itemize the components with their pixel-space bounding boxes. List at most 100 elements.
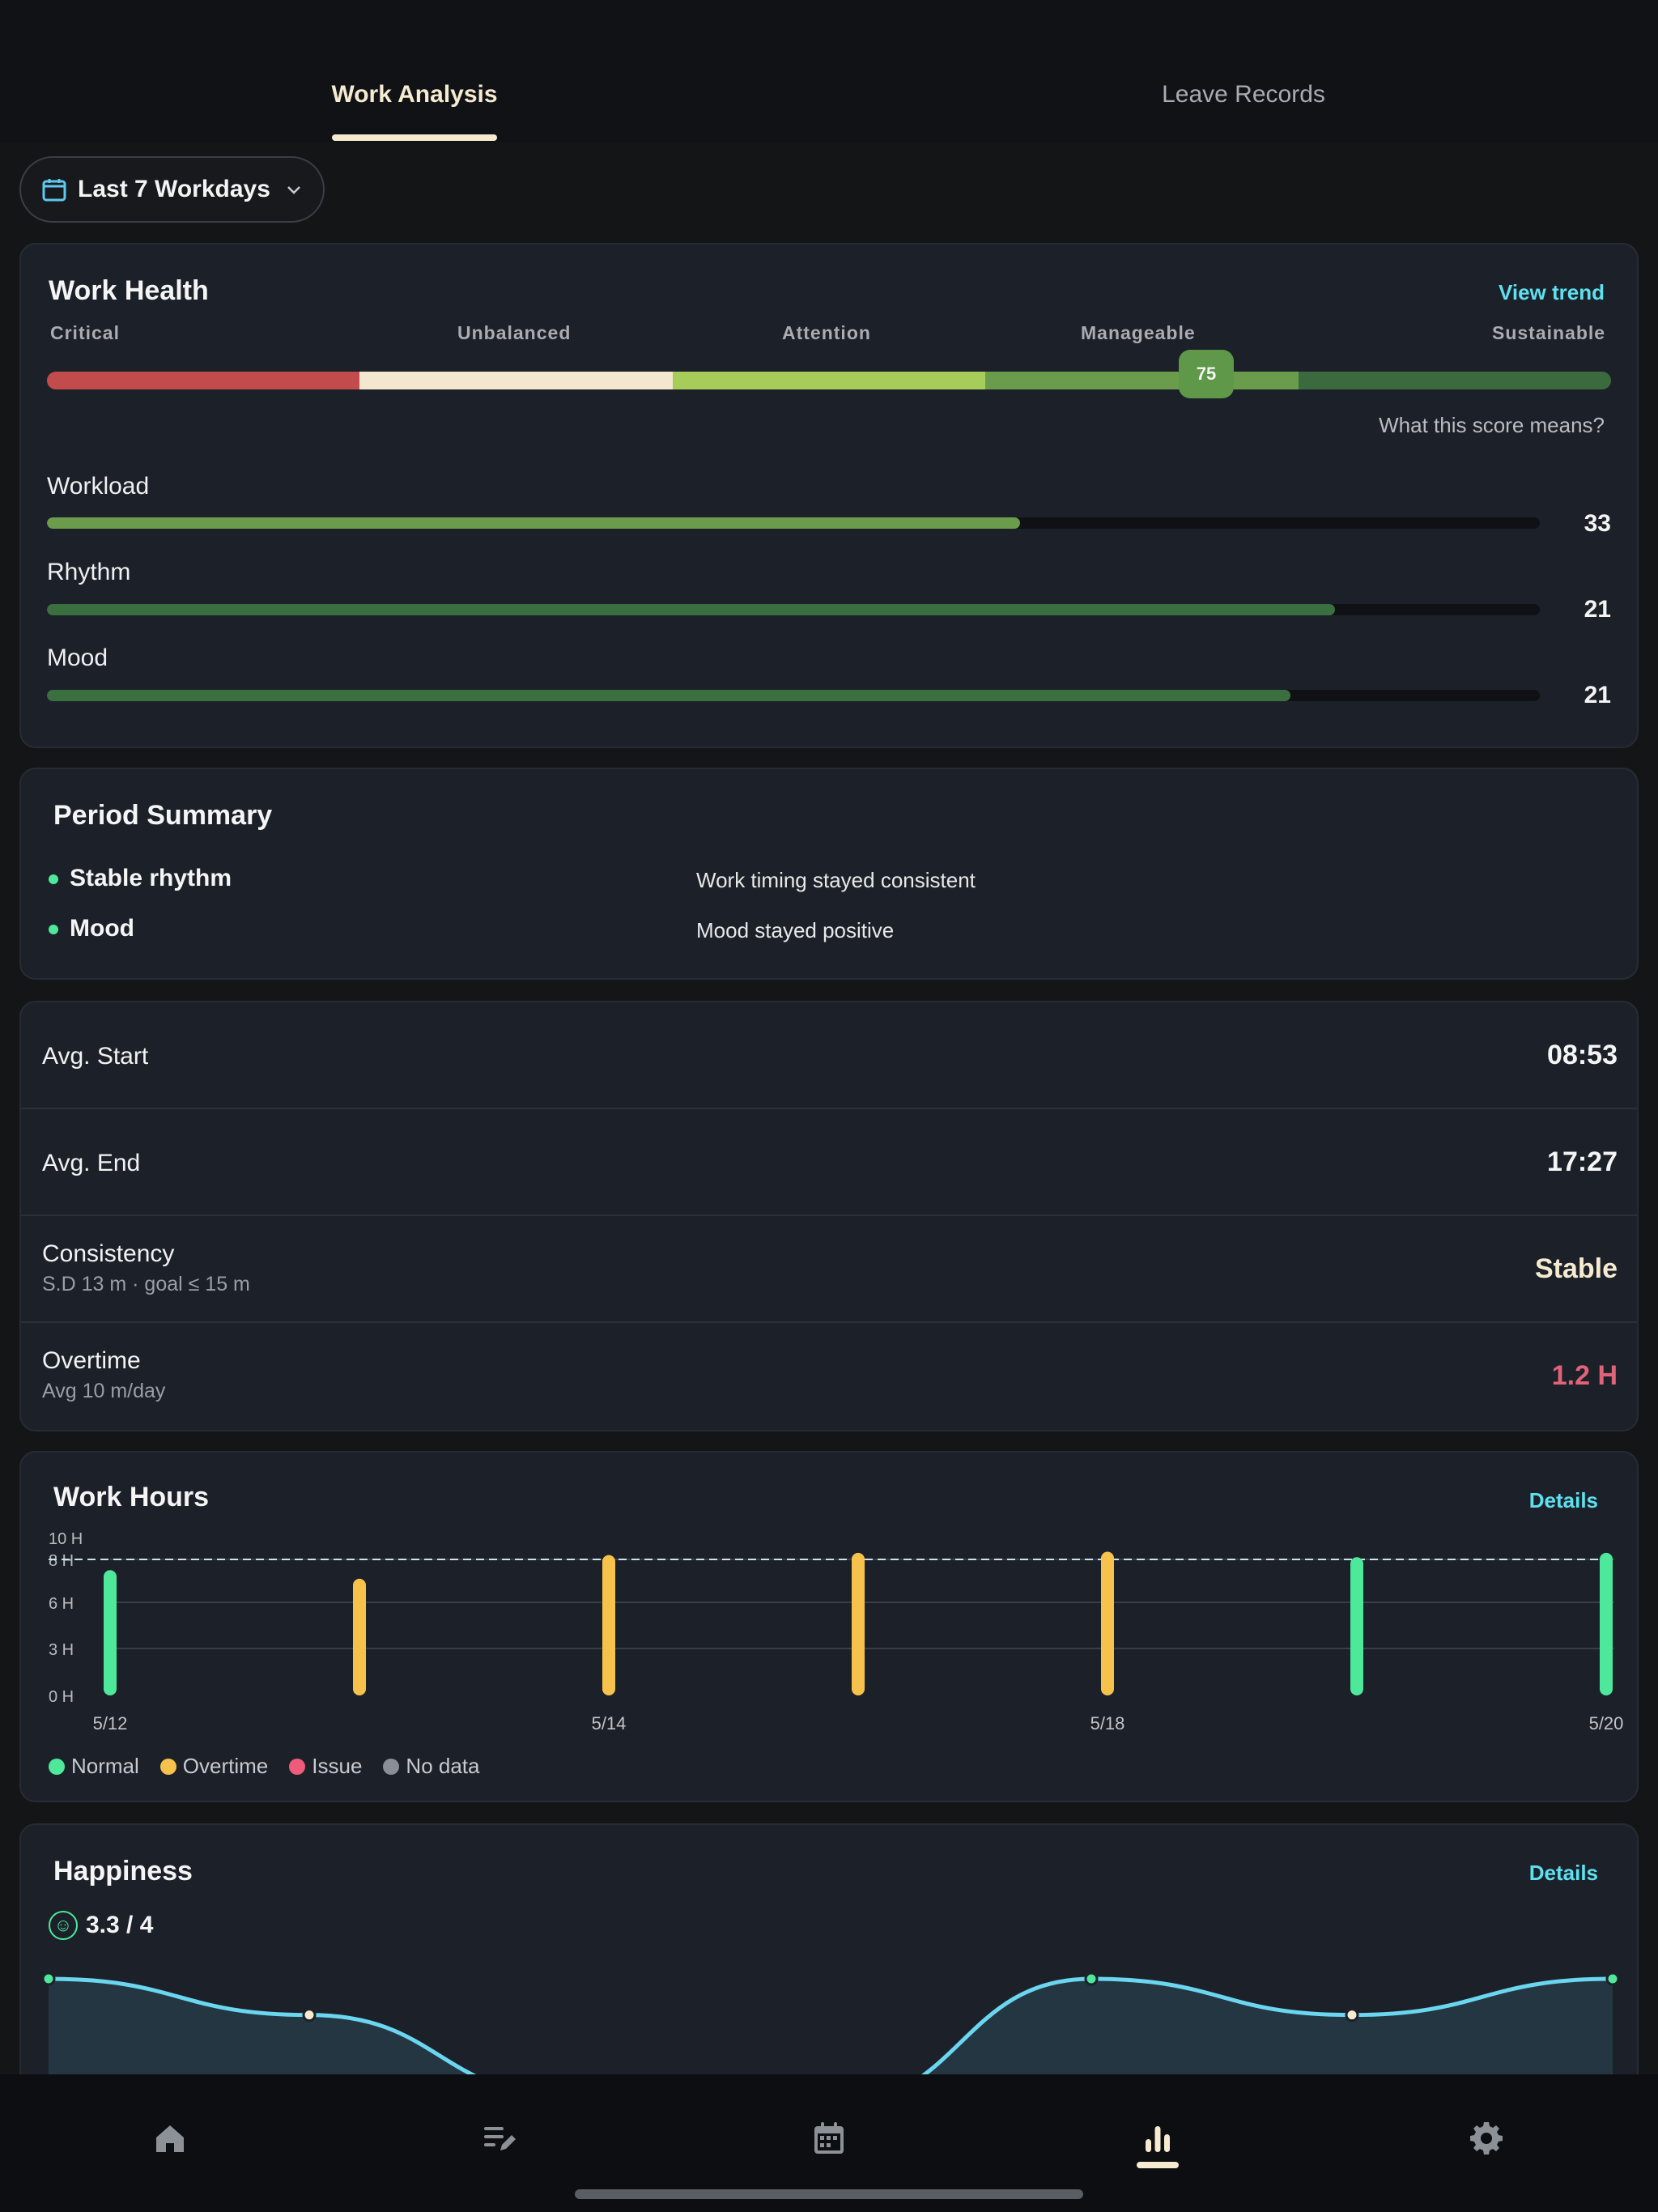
calendar-icon[interactable] bbox=[810, 2120, 848, 2157]
stat-value: 08:53 bbox=[1547, 1040, 1618, 1070]
period-filter-dropdown[interactable]: Last 7 Workdays bbox=[19, 156, 325, 223]
x-tick-label: 5/18 bbox=[1090, 1713, 1125, 1733]
tab-leave-records[interactable]: Leave Records bbox=[1162, 81, 1325, 108]
metric-rhythm-fill bbox=[47, 604, 1336, 615]
work-hours-chart: 0 H 3 H 6 H 8 H 10 H 5/12 5/14 5/18 5/20 bbox=[49, 1530, 1624, 1733]
work-hours-legend: Normal Overtime Issue No data bbox=[49, 1754, 488, 1779]
legend-overtime: Overtime bbox=[159, 1754, 269, 1779]
work-health-card: Work Health View trend bbox=[19, 243, 1639, 748]
hours-bar bbox=[1600, 1552, 1613, 1695]
hours-bar bbox=[852, 1552, 865, 1695]
stat-row-overtime: Overtime Avg 10 m/day 1.2 H bbox=[21, 1323, 1637, 1430]
x-tick-label: 5/12 bbox=[93, 1713, 128, 1733]
edit-list-icon[interactable] bbox=[481, 2120, 518, 2157]
happiness-title: Happiness bbox=[53, 1856, 193, 1887]
metric-rhythm-value: 21 bbox=[1584, 596, 1611, 623]
bottom-navigation bbox=[0, 2074, 1658, 2212]
metric-workload-fill bbox=[47, 517, 1021, 529]
metric-rhythm-label: Rhythm bbox=[47, 559, 131, 585]
gear-icon[interactable] bbox=[1468, 2120, 1505, 2157]
legend-label: Issue bbox=[312, 1754, 363, 1778]
stat-row-avg-start: Avg. Start 08:53 bbox=[21, 1002, 1637, 1109]
metric-mood-track bbox=[47, 690, 1540, 701]
happiness-point bbox=[1605, 1972, 1620, 1986]
health-score-scale bbox=[47, 372, 1611, 389]
scale-label-sustainable: Sustainable bbox=[1492, 322, 1606, 343]
happiness-details-link[interactable]: Details bbox=[1528, 1861, 1598, 1885]
y-tick-label: 3 H bbox=[49, 1641, 74, 1659]
legend-dot bbox=[49, 1758, 65, 1775]
hours-bar bbox=[353, 1578, 366, 1695]
happiness-point bbox=[302, 2008, 317, 2023]
legend-no-data: No data bbox=[383, 1754, 480, 1779]
home-icon[interactable] bbox=[151, 2120, 189, 2157]
metric-mood-value: 21 bbox=[1584, 682, 1611, 708]
period-summary-card: Period Summary Stable rhythm Work timing… bbox=[19, 768, 1639, 980]
scale-segment-attention bbox=[672, 372, 986, 389]
stat-value: Stable bbox=[1534, 1253, 1618, 1284]
metric-rhythm-track bbox=[47, 604, 1540, 615]
scale-segment-critical bbox=[47, 372, 360, 389]
hours-bar bbox=[1350, 1557, 1363, 1695]
stats-list-card: Avg. Start 08:53 Avg. End 17:27 Consiste… bbox=[19, 1001, 1639, 1431]
chevron-down-icon bbox=[287, 186, 300, 194]
bar-chart-icon[interactable] bbox=[1139, 2120, 1176, 2157]
scale-label-manageable: Manageable bbox=[1081, 322, 1196, 343]
happiness-point bbox=[1345, 2008, 1359, 2023]
scale-label-unbalanced: Unbalanced bbox=[457, 322, 572, 343]
scale-label-critical: Critical bbox=[50, 322, 120, 343]
hours-bar bbox=[1101, 1551, 1114, 1695]
summary-bullet bbox=[49, 925, 58, 934]
scale-segment-unbalanced bbox=[359, 372, 673, 389]
stat-subtitle: Avg 10 m/day bbox=[42, 1380, 166, 1402]
top-tab-bar: Work Analysis Leave Records bbox=[0, 0, 1658, 143]
legend-label: Normal bbox=[71, 1754, 139, 1778]
happiness-point bbox=[1084, 1972, 1099, 1986]
calendar-icon bbox=[42, 179, 66, 202]
scale-label-attention: Attention bbox=[782, 322, 871, 343]
period-filter-label: Last 7 Workdays bbox=[78, 176, 270, 202]
tab-work-analysis[interactable]: Work Analysis bbox=[331, 81, 498, 108]
period-summary-title: Period Summary bbox=[53, 800, 273, 831]
stat-name: Consistency bbox=[42, 1240, 175, 1267]
view-trend-link[interactable]: View trend bbox=[1498, 280, 1605, 304]
work-hours-details-link[interactable]: Details bbox=[1528, 1488, 1598, 1512]
legend-issue: Issue bbox=[289, 1754, 362, 1779]
metric-mood-label: Mood bbox=[47, 644, 108, 671]
metric-workload-label: Workload bbox=[47, 473, 150, 500]
legend-dot bbox=[159, 1758, 176, 1775]
x-tick-label: 5/14 bbox=[592, 1713, 627, 1733]
summary-value-mood: Mood stayed positive bbox=[696, 918, 895, 942]
legend-dot bbox=[383, 1758, 400, 1775]
summary-key-stable-rhythm: Stable rhythm bbox=[70, 865, 232, 891]
active-tab-indicator bbox=[332, 134, 497, 141]
smile-icon: ☺ bbox=[49, 1911, 78, 1940]
y-tick-label: 8 H bbox=[49, 1552, 74, 1570]
hours-bar bbox=[104, 1570, 117, 1695]
work-hours-title: Work Hours bbox=[53, 1482, 210, 1512]
legend-normal: Normal bbox=[49, 1754, 139, 1779]
stat-row-avg-end: Avg. End 17:27 bbox=[21, 1109, 1637, 1216]
work-hours-card: Work Hours Details 0 H 3 H 6 H 8 H 10 H 5/12 5… bbox=[19, 1451, 1639, 1802]
x-tick-label: 5/20 bbox=[1589, 1713, 1624, 1733]
y-tick-label: 10 H bbox=[49, 1530, 83, 1548]
happiness-point bbox=[41, 1972, 56, 1986]
metric-workload-value: 33 bbox=[1584, 510, 1611, 537]
y-tick-label: 0 H bbox=[49, 1688, 74, 1706]
summary-bullet bbox=[49, 874, 58, 884]
stat-name: Avg. End bbox=[42, 1150, 141, 1176]
active-nav-indicator bbox=[1137, 2162, 1179, 2168]
hours-bar bbox=[602, 1555, 615, 1695]
scale-segment-sustainable bbox=[1298, 372, 1611, 389]
legend-label: No data bbox=[406, 1754, 480, 1778]
happiness-score: ☺ 3.3 / 4 bbox=[49, 1911, 153, 1940]
health-score-badge: 75 bbox=[1179, 350, 1234, 398]
legend-label: Overtime bbox=[182, 1754, 269, 1778]
work-health-title: Work Health bbox=[49, 275, 209, 306]
stat-name: Overtime bbox=[42, 1347, 141, 1374]
metric-workload-track bbox=[47, 517, 1540, 529]
stat-value: 17:27 bbox=[1547, 1146, 1618, 1177]
score-help-link[interactable]: What this score means? bbox=[1379, 413, 1605, 437]
legend-dot bbox=[289, 1758, 306, 1775]
scale-segment-manageable bbox=[985, 372, 1299, 389]
